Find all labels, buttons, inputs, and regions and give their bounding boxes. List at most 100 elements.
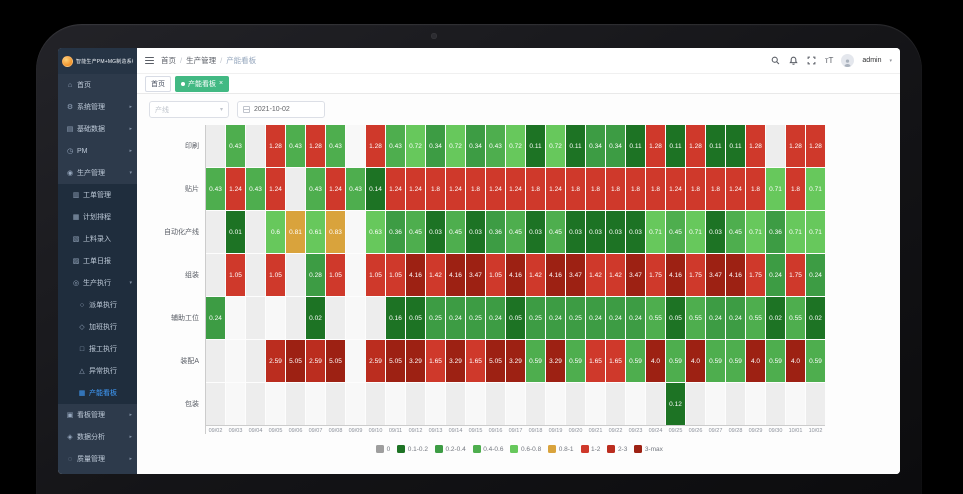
heatmap-cell[interactable]: 0.71 — [746, 211, 765, 253]
heatmap-cell[interactable]: 1.24 — [486, 168, 505, 210]
heatmap-cell[interactable]: 1.8 — [606, 168, 625, 210]
heatmap-cell[interactable]: 4.16 — [506, 254, 525, 296]
heatmap-cell[interactable]: 1.65 — [466, 340, 485, 382]
heatmap-cell[interactable]: 0.24 — [206, 297, 225, 339]
heatmap-cell[interactable]: 0.45 — [666, 211, 685, 253]
heatmap-cell[interactable] — [246, 125, 265, 167]
heatmap-cell[interactable]: 1.42 — [426, 254, 445, 296]
heatmap-cell[interactable]: 0.43 — [346, 168, 365, 210]
heatmap-cell[interactable] — [606, 383, 625, 425]
heatmap-cell[interactable]: 1.8 — [586, 168, 605, 210]
heatmap-cell[interactable] — [546, 383, 565, 425]
heatmap-cell[interactable]: 3.47 — [706, 254, 725, 296]
heatmap-cell[interactable] — [566, 383, 585, 425]
heatmap-cell[interactable]: 0.59 — [726, 340, 745, 382]
heatmap-cell[interactable]: 0.83 — [326, 211, 345, 253]
legend-item[interactable]: 0.1-0.2 — [397, 445, 428, 453]
heatmap-cell[interactable]: 3.29 — [446, 340, 465, 382]
heatmap-cell[interactable]: 1.65 — [426, 340, 445, 382]
heatmap-cell[interactable]: 0.24 — [606, 297, 625, 339]
heatmap-cell[interactable]: 1.05 — [486, 254, 505, 296]
heatmap-cell[interactable]: 1.24 — [726, 168, 745, 210]
heatmap-cell[interactable] — [286, 297, 305, 339]
heatmap-cell[interactable] — [286, 168, 305, 210]
heatmap-cell[interactable]: 0.81 — [286, 211, 305, 253]
heatmap-cell[interactable] — [226, 340, 245, 382]
heatmap-cell[interactable]: 1.24 — [406, 168, 425, 210]
sidebar-item-生产执行[interactable]: ◎ 生产执行 ▾ — [58, 272, 137, 294]
heatmap-cell[interactable] — [346, 211, 365, 253]
heatmap-cell[interactable]: 0.14 — [366, 168, 385, 210]
production-line-select[interactable]: 产线 ▾ — [149, 101, 229, 118]
heatmap-cell[interactable]: 4.16 — [546, 254, 565, 296]
heatmap-cell[interactable]: 0.03 — [706, 211, 725, 253]
heatmap-cell[interactable] — [346, 340, 365, 382]
heatmap-cell[interactable]: 0.59 — [766, 340, 785, 382]
sidebar-item-派单执行[interactable]: ○ 派单执行 — [58, 294, 137, 316]
avatar[interactable] — [841, 54, 855, 67]
heatmap-cell[interactable]: 0.55 — [786, 297, 805, 339]
heatmap-cell[interactable]: 5.05 — [286, 340, 305, 382]
sidebar-item-数据分析[interactable]: ◈ 数据分析 ▸ — [58, 426, 137, 448]
heatmap-cell[interactable] — [246, 254, 265, 296]
heatmap-cell[interactable] — [206, 254, 225, 296]
heatmap-cell[interactable] — [526, 383, 545, 425]
legend-item[interactable]: 0.4-0.6 — [472, 445, 503, 453]
heatmap-cell[interactable]: 0.03 — [466, 211, 485, 253]
heatmap-cell[interactable]: 0.25 — [526, 297, 545, 339]
heatmap-cell[interactable]: 0.24 — [546, 297, 565, 339]
heatmap-cell[interactable]: 4.0 — [746, 340, 765, 382]
heatmap-cell[interactable]: 0.05 — [506, 297, 525, 339]
heatmap-cell[interactable]: 3.29 — [546, 340, 565, 382]
hamburger-icon[interactable] — [145, 57, 154, 64]
heatmap-cell[interactable]: 0.59 — [566, 340, 585, 382]
heatmap-cell[interactable]: 2.59 — [266, 340, 285, 382]
heatmap-cell[interactable]: 1.28 — [366, 125, 385, 167]
heatmap-cell[interactable] — [806, 383, 825, 425]
heatmap-cell[interactable] — [346, 297, 365, 339]
heatmap-cell[interactable]: 1.24 — [446, 168, 465, 210]
heatmap-cell[interactable]: 3.29 — [506, 340, 525, 382]
heatmap-cell[interactable]: 0.45 — [406, 211, 425, 253]
heatmap-cell[interactable] — [206, 211, 225, 253]
heatmap-cell[interactable]: 1.8 — [786, 168, 805, 210]
heatmap-cell[interactable]: 0.28 — [306, 254, 325, 296]
legend-item[interactable]: 0.8-1 — [548, 445, 574, 453]
heatmap-cell[interactable] — [206, 340, 225, 382]
sidebar-item-PM[interactable]: ◷ PM ▸ — [58, 140, 137, 162]
heatmap-cell[interactable]: 1.05 — [386, 254, 405, 296]
heatmap-cell[interactable]: 3.47 — [626, 254, 645, 296]
heatmap-cell[interactable]: 0.63 — [366, 211, 385, 253]
heatmap-cell[interactable] — [206, 383, 225, 425]
heatmap-cell[interactable] — [646, 383, 665, 425]
heatmap-cell[interactable] — [206, 125, 225, 167]
heatmap-cell[interactable]: 0.59 — [806, 340, 825, 382]
heatmap-cell[interactable]: 1.24 — [506, 168, 525, 210]
heatmap-cell[interactable]: 0.03 — [626, 211, 645, 253]
heatmap-cell[interactable] — [226, 297, 245, 339]
heatmap-cell[interactable]: 0.05 — [406, 297, 425, 339]
heatmap-cell[interactable]: 0.43 — [206, 168, 225, 210]
heatmap-cell[interactable]: 0.34 — [586, 125, 605, 167]
sidebar-item-上料录入[interactable]: ▧ 上料录入 — [58, 228, 137, 250]
heatmap-cell[interactable]: 0.03 — [586, 211, 605, 253]
heatmap-cell[interactable]: 0.45 — [446, 211, 465, 253]
heatmap-cell[interactable] — [246, 211, 265, 253]
date-picker-input[interactable]: 2021-10-02 — [237, 101, 325, 118]
heatmap-cell[interactable]: 0.45 — [546, 211, 565, 253]
heatmap-cell[interactable]: 0.11 — [566, 125, 585, 167]
heatmap-cell[interactable]: 0.59 — [526, 340, 545, 382]
heatmap-cell[interactable]: 0.71 — [646, 211, 665, 253]
heatmap-cell[interactable]: 5.05 — [486, 340, 505, 382]
heatmap-cell[interactable]: 1.42 — [606, 254, 625, 296]
heatmap-cell[interactable]: 4.16 — [406, 254, 425, 296]
heatmap-cell[interactable] — [286, 254, 305, 296]
heatmap-cell[interactable]: 1.24 — [386, 168, 405, 210]
bell-icon[interactable] — [789, 56, 799, 66]
legend-item[interactable]: 0 — [376, 445, 390, 453]
heatmap-cell[interactable]: 0.34 — [466, 125, 485, 167]
sidebar-item-系统管理[interactable]: ⚙ 系统管理 ▸ — [58, 96, 137, 118]
legend-item[interactable]: 0.2-0.4 — [434, 445, 466, 453]
heatmap-cell[interactable]: 4.16 — [446, 254, 465, 296]
user-menu-caret-icon[interactable]: ▾ — [889, 57, 892, 64]
